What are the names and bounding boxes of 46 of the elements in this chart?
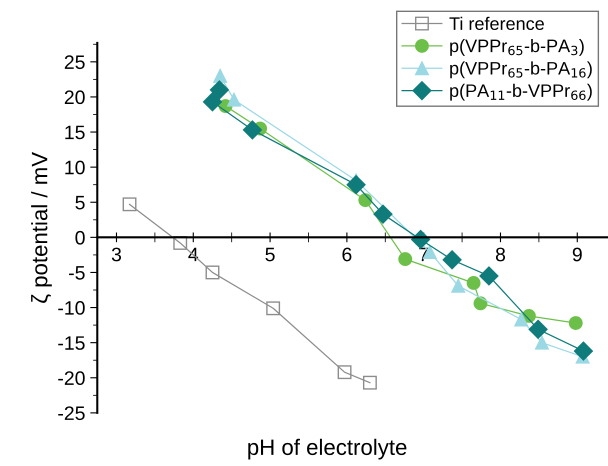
point (535, 336, 549, 350)
y-tick-label: 5 (75, 196, 85, 210)
legend-label: p(VPPr$_{65}$-b-PA$_{3}$) (450, 39, 584, 56)
point (373, 204, 393, 224)
y-tick-label: 20 (64, 90, 85, 104)
y-tick-label: 25 (64, 55, 85, 70)
x-tick-label: 9 (572, 248, 582, 262)
point (474, 296, 488, 310)
point (568, 316, 583, 330)
point (514, 312, 528, 326)
point (242, 120, 262, 140)
legend-label: Ti reference (449, 16, 544, 30)
y-tick-label: 15 (65, 126, 85, 140)
point (122, 197, 136, 212)
y-axis-title: ζ potential / mV (31, 152, 52, 303)
x-tick-label: 5 (265, 248, 275, 262)
x-axis-title: pH of electrolyte (248, 438, 406, 460)
point (362, 376, 377, 390)
point (210, 80, 229, 100)
point (442, 250, 462, 270)
point (398, 252, 412, 266)
point (528, 320, 548, 339)
y-tick-label: -20 (58, 371, 85, 386)
legend-label: p(VPPr$_{65}$-b-PA$_{16}$) (450, 61, 592, 78)
y-tick-label: -10 (58, 301, 85, 315)
point (466, 276, 481, 290)
legend-label: p(PA$_{11}$-b-VPPr$_{66}$) (450, 84, 592, 101)
x-tick-label: 6 (342, 248, 352, 262)
point (206, 266, 220, 280)
point (173, 236, 188, 250)
y-tick-label: -5 (69, 266, 85, 280)
x-tick-label: 3 (112, 248, 122, 262)
point (266, 301, 280, 316)
point (213, 68, 228, 83)
point (574, 342, 593, 361)
y-tick-label: -15 (58, 336, 85, 350)
point (346, 175, 366, 194)
point (451, 278, 466, 293)
point (202, 92, 222, 112)
point (338, 365, 352, 380)
x-tick-label: 8 (496, 248, 506, 262)
y-tick-label: -25 (58, 406, 85, 420)
point (479, 266, 498, 286)
point (227, 92, 241, 107)
y-tick-label: 10 (65, 160, 85, 174)
y-tick-label: 0 (75, 230, 85, 245)
